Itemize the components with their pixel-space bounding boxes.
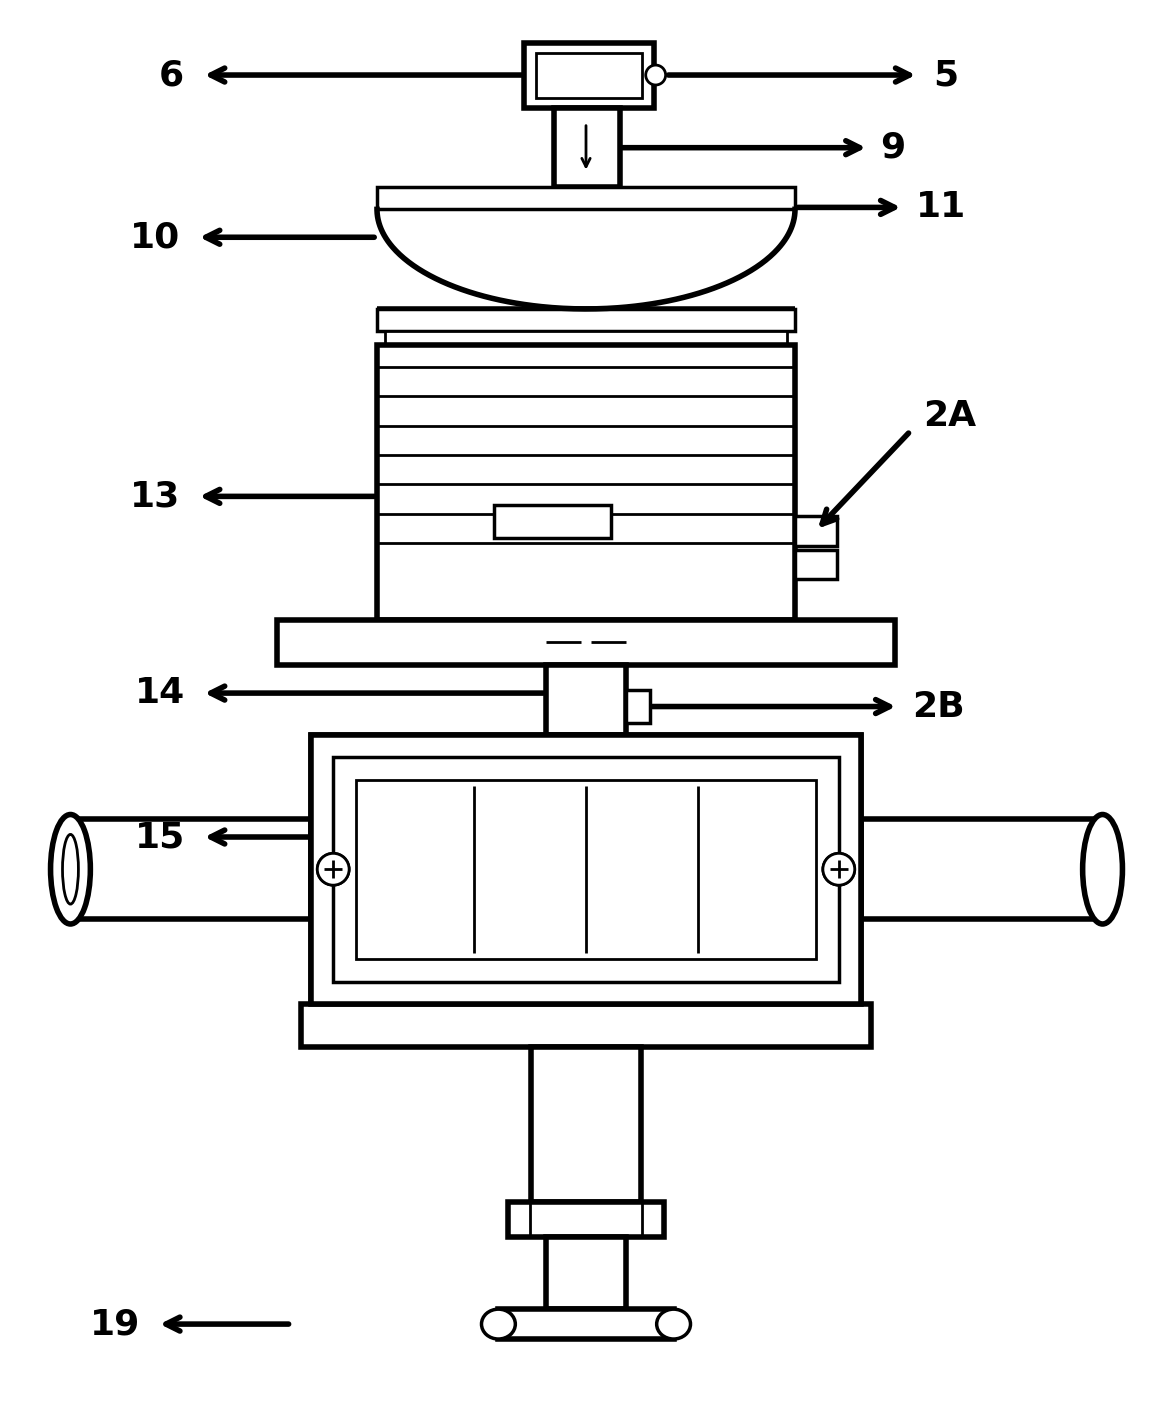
Bar xyxy=(508,1202,664,1237)
Bar xyxy=(494,504,611,538)
Bar xyxy=(861,819,1103,918)
Text: 11: 11 xyxy=(916,191,967,225)
Bar xyxy=(531,1048,640,1202)
Ellipse shape xyxy=(1083,815,1123,924)
Bar xyxy=(795,515,836,545)
Bar xyxy=(311,735,861,1004)
Text: 19: 19 xyxy=(90,1307,140,1341)
Text: 2B: 2B xyxy=(913,689,965,723)
Bar xyxy=(547,665,626,735)
Circle shape xyxy=(823,853,855,886)
Bar xyxy=(357,780,816,958)
Bar xyxy=(333,756,839,981)
Bar xyxy=(377,309,795,330)
Bar xyxy=(385,330,787,345)
Circle shape xyxy=(645,66,665,85)
Bar xyxy=(278,621,895,665)
Bar xyxy=(377,188,795,209)
Text: 15: 15 xyxy=(135,820,185,854)
Ellipse shape xyxy=(50,815,90,924)
Bar xyxy=(626,689,650,723)
Circle shape xyxy=(823,853,855,886)
Ellipse shape xyxy=(62,834,79,904)
Bar xyxy=(70,819,311,918)
Text: 2A: 2A xyxy=(923,399,976,433)
Ellipse shape xyxy=(481,1309,515,1339)
Bar xyxy=(524,43,653,108)
Bar xyxy=(547,1237,626,1309)
Bar xyxy=(499,1309,673,1339)
Bar xyxy=(554,108,619,188)
Bar xyxy=(311,735,861,1004)
Bar xyxy=(301,1004,870,1048)
Text: 6: 6 xyxy=(158,58,184,93)
Circle shape xyxy=(317,853,350,886)
Text: 10: 10 xyxy=(130,221,179,255)
Ellipse shape xyxy=(657,1309,691,1339)
Bar xyxy=(536,53,642,98)
Text: 5: 5 xyxy=(934,58,958,93)
Circle shape xyxy=(317,853,350,886)
Bar xyxy=(795,550,836,580)
Bar xyxy=(377,345,795,621)
Text: 13: 13 xyxy=(130,480,179,514)
Bar xyxy=(333,756,839,981)
Text: 9: 9 xyxy=(881,131,906,165)
Bar xyxy=(357,780,816,958)
Text: 14: 14 xyxy=(135,676,185,711)
